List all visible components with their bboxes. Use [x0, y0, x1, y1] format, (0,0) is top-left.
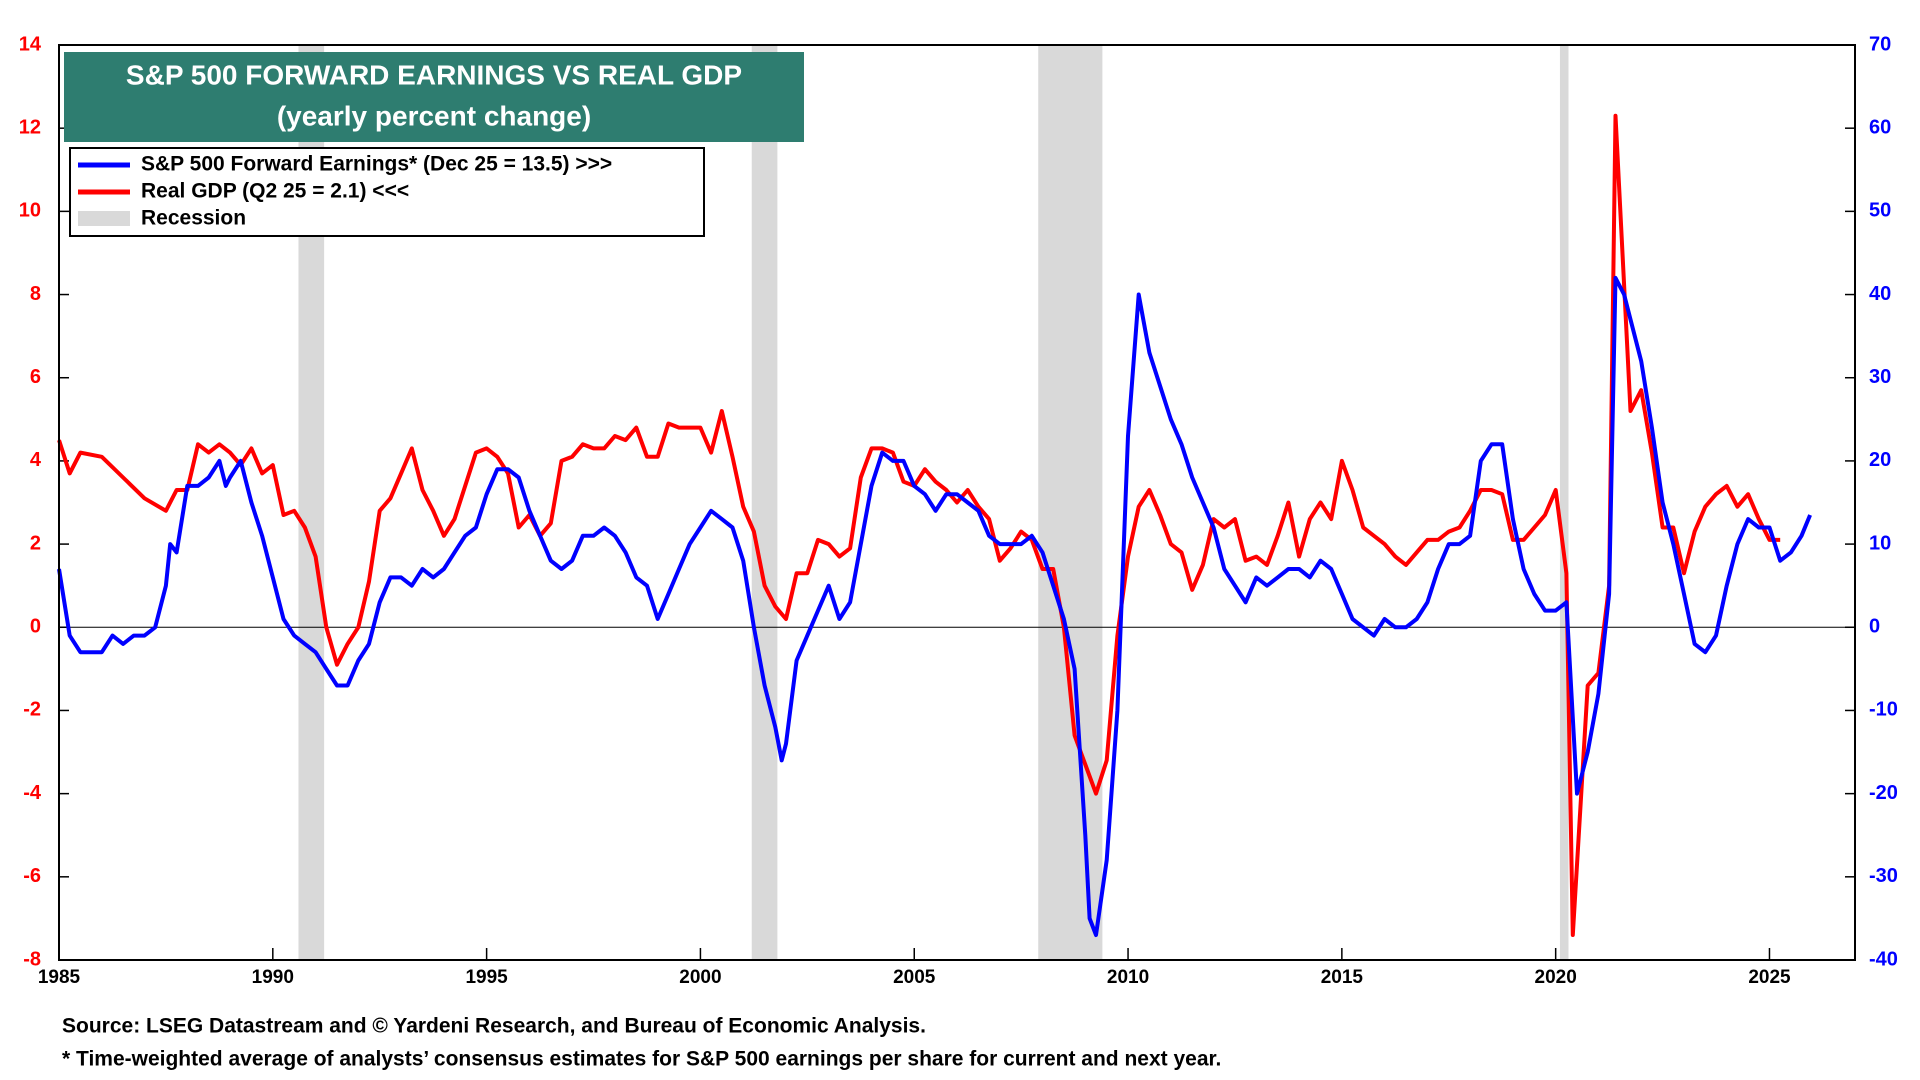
- y-tick-label: 8: [30, 283, 41, 305]
- chart-title: S&P 500 FORWARD EARNINGS VS REAL GDP: [126, 59, 742, 90]
- y-tick-label: 12: [19, 116, 41, 138]
- y2-tick-label: 50: [1869, 200, 1891, 222]
- y2-tick-label: 70: [1869, 33, 1891, 55]
- y-tick-label: -8: [23, 948, 41, 970]
- y-tick-label: 0: [30, 616, 41, 638]
- y2-tick-label: -40: [1869, 948, 1898, 970]
- recession-band: [1038, 45, 1103, 960]
- y2-tick-label: 0: [1869, 616, 1880, 638]
- y2-tick-label: -20: [1869, 782, 1898, 804]
- x-tick-label: 2010: [1107, 967, 1149, 988]
- y-tick-label: -6: [23, 865, 41, 887]
- plot-frame: [58, 44, 1856, 961]
- series-line: [57, 113, 1781, 937]
- y-tick-label: 2: [30, 532, 41, 554]
- y-tick-label: 14: [19, 33, 42, 55]
- y-tick-label: 10: [19, 200, 41, 222]
- y-tick-label: 6: [30, 366, 41, 388]
- series-line: [57, 275, 1812, 937]
- recession-band: [751, 45, 778, 960]
- x-tick-label: 1990: [252, 967, 294, 988]
- legend-box: [69, 147, 705, 237]
- chart-subtitle: (yearly percent change): [277, 100, 591, 131]
- x-tick-label: 2020: [1535, 967, 1577, 988]
- y2-tick-label: 40: [1869, 283, 1891, 305]
- y2-tick-label: 30: [1869, 366, 1891, 388]
- x-tick-label: 1985: [38, 967, 81, 988]
- title-box: [64, 52, 804, 142]
- legend-label: Real GDP (Q2 25 = 2.1) <<<: [141, 180, 409, 203]
- y2-tick-label: -30: [1869, 865, 1898, 887]
- legend-label: S&P 500 Forward Earnings* (Dec 25 = 13.5…: [141, 153, 612, 176]
- y2-tick-label: 20: [1869, 449, 1891, 471]
- x-tick-label: 2015: [1321, 967, 1364, 988]
- y-tick-label: 4: [30, 449, 42, 471]
- x-tick-label: 2000: [679, 967, 721, 988]
- x-tick-label: 2005: [893, 967, 936, 988]
- y2-tick-label: 60: [1869, 116, 1891, 138]
- y-tick-label: -4: [23, 782, 42, 804]
- x-tick-label: 1995: [465, 967, 508, 988]
- y2-tick-label: 10: [1869, 532, 1891, 554]
- y-tick-label: -2: [23, 699, 41, 721]
- legend-swatch: [78, 211, 130, 226]
- legend-label: Recession: [141, 207, 246, 230]
- recession-band: [1559, 45, 1569, 960]
- x-tick-label: 2025: [1748, 967, 1791, 988]
- y2-tick-label: -10: [1869, 699, 1898, 721]
- source-note: Source: LSEG Datastream and © Yardeni Re…: [62, 1015, 926, 1038]
- footnote: * Time-weighted average of analysts’ con…: [62, 1048, 1221, 1071]
